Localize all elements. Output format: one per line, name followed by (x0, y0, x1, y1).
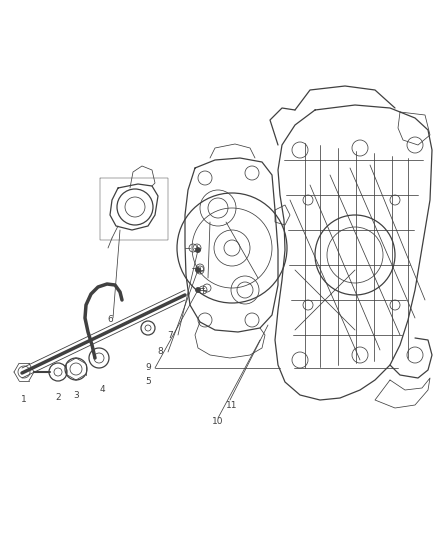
Text: 3: 3 (73, 392, 79, 400)
Circle shape (195, 268, 201, 272)
Text: 2: 2 (55, 393, 61, 402)
Text: 5: 5 (145, 377, 151, 386)
Circle shape (195, 287, 201, 293)
Text: 10: 10 (212, 417, 224, 426)
Text: 9: 9 (145, 364, 151, 373)
Text: 6: 6 (107, 316, 113, 325)
Circle shape (195, 247, 201, 253)
Text: 4: 4 (99, 385, 105, 394)
Text: 11: 11 (226, 401, 238, 410)
Text: 1: 1 (21, 395, 27, 405)
Text: 8: 8 (157, 348, 163, 357)
Text: 7: 7 (167, 330, 173, 340)
